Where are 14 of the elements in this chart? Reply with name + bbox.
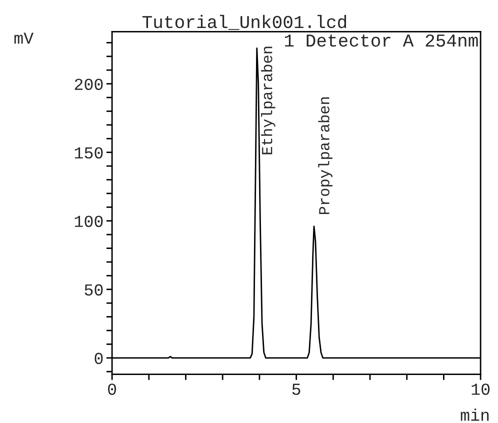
x-tick-label: 0 (108, 384, 116, 395)
annotation: Ethylparaben (261, 46, 276, 154)
y-tick-label: 0 (94, 352, 103, 364)
annotation: 1 Detector A 254nm (284, 34, 478, 47)
x-tick-label: 10 (472, 384, 490, 395)
y-tick-label: 150 (74, 147, 103, 159)
chart-title: Tutorial_Unk001.lcd (142, 14, 346, 30)
y-tick-label: 50 (84, 284, 103, 296)
y-axis-title: mV (14, 32, 34, 44)
y-tick-label: 200 (74, 78, 103, 90)
y-tick-label: 100 (74, 216, 103, 228)
x-tick-label: 5 (292, 384, 300, 395)
x-axis-title: min (460, 408, 489, 421)
annotation: Propylparaben (318, 97, 332, 214)
